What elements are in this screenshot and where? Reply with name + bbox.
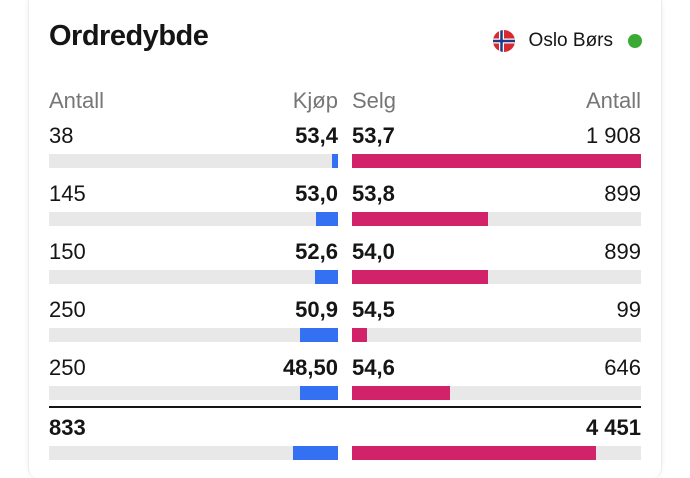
bid-quantity: 250: [49, 297, 86, 322]
bid-price: 50,9: [295, 297, 338, 322]
total-bid-bar: [292, 446, 338, 460]
ask-price: 54,0: [352, 239, 395, 264]
bid-bar-track: [49, 154, 338, 168]
bid-quantity: 150: [49, 239, 86, 264]
ask-quantity: 99: [616, 297, 641, 322]
bid-bar: [315, 270, 338, 284]
total-bid-quantity: 833: [49, 415, 86, 440]
ask-bar-track: [352, 154, 641, 168]
bid-quantity: 250: [49, 355, 86, 380]
totals-divider: [49, 406, 641, 408]
norway-flag-icon: [492, 30, 515, 52]
total-ask-quantity: 4 451: [585, 415, 641, 440]
order-row: 250 50,9 54,5 99: [49, 297, 641, 347]
totals-row: 833 4 451: [49, 415, 641, 465]
ask-bar-track: [352, 386, 641, 400]
bid-price: 48,50: [282, 355, 338, 380]
card-title: Ordredybde: [49, 20, 209, 52]
ask-price: 54,5: [352, 297, 395, 322]
total-ask-bar-track: [352, 446, 641, 460]
ask-price: 53,8: [352, 181, 395, 206]
ask-quantity: 646: [604, 355, 641, 380]
total-bid-bar-track: [49, 446, 338, 460]
bid-bar: [300, 386, 338, 400]
order-row: 38 53,4 53,7 1 908: [49, 123, 641, 173]
order-row: 250 48,50 54,6 646: [49, 355, 641, 405]
header-ask-quantity: Antall: [585, 88, 641, 113]
ask-bar-track: [352, 270, 641, 284]
header-bid-price: Kjøp: [292, 88, 338, 113]
ask-bar: [352, 154, 641, 168]
bid-bar-track: [49, 270, 338, 284]
ask-quantity: 1 908: [585, 123, 641, 148]
order-row: 145 53,0 53,8 899: [49, 181, 641, 231]
total-ask-bar: [352, 446, 597, 460]
bid-quantity: 38: [49, 123, 74, 148]
order-row: 150 52,6 54,0 899: [49, 239, 641, 289]
ask-bar: [352, 270, 489, 284]
bid-quantity: 145: [49, 181, 86, 206]
ask-price: 54,6: [352, 355, 395, 380]
ask-bar-track: [352, 328, 641, 342]
bid-bar: [332, 154, 338, 168]
ask-bar-track: [352, 212, 641, 226]
column-headers: Antall Kjøp Selg Antall: [49, 88, 641, 114]
bid-bar-track: [49, 328, 338, 342]
exchange-indicator: Oslo Børs: [492, 28, 642, 54]
ask-quantity: 899: [604, 181, 641, 206]
ask-bar: [352, 212, 489, 226]
bid-price: 53,0: [295, 181, 338, 206]
bid-price: 52,6: [295, 239, 338, 264]
ask-price: 53,7: [352, 123, 395, 148]
bid-bar-track: [49, 212, 338, 226]
market-status-dot: [628, 34, 642, 48]
ask-bar: [352, 328, 368, 342]
ask-bar: [352, 386, 450, 400]
ask-quantity: 899: [604, 239, 641, 264]
bid-bar: [300, 328, 338, 342]
bid-bar: [316, 212, 338, 226]
bid-bar-track: [49, 386, 338, 400]
header-ask-price: Selg: [352, 88, 397, 113]
bid-price: 53,4: [295, 123, 338, 148]
header-bid-quantity: Antall: [49, 88, 105, 113]
exchange-name: Oslo Børs: [528, 30, 613, 51]
